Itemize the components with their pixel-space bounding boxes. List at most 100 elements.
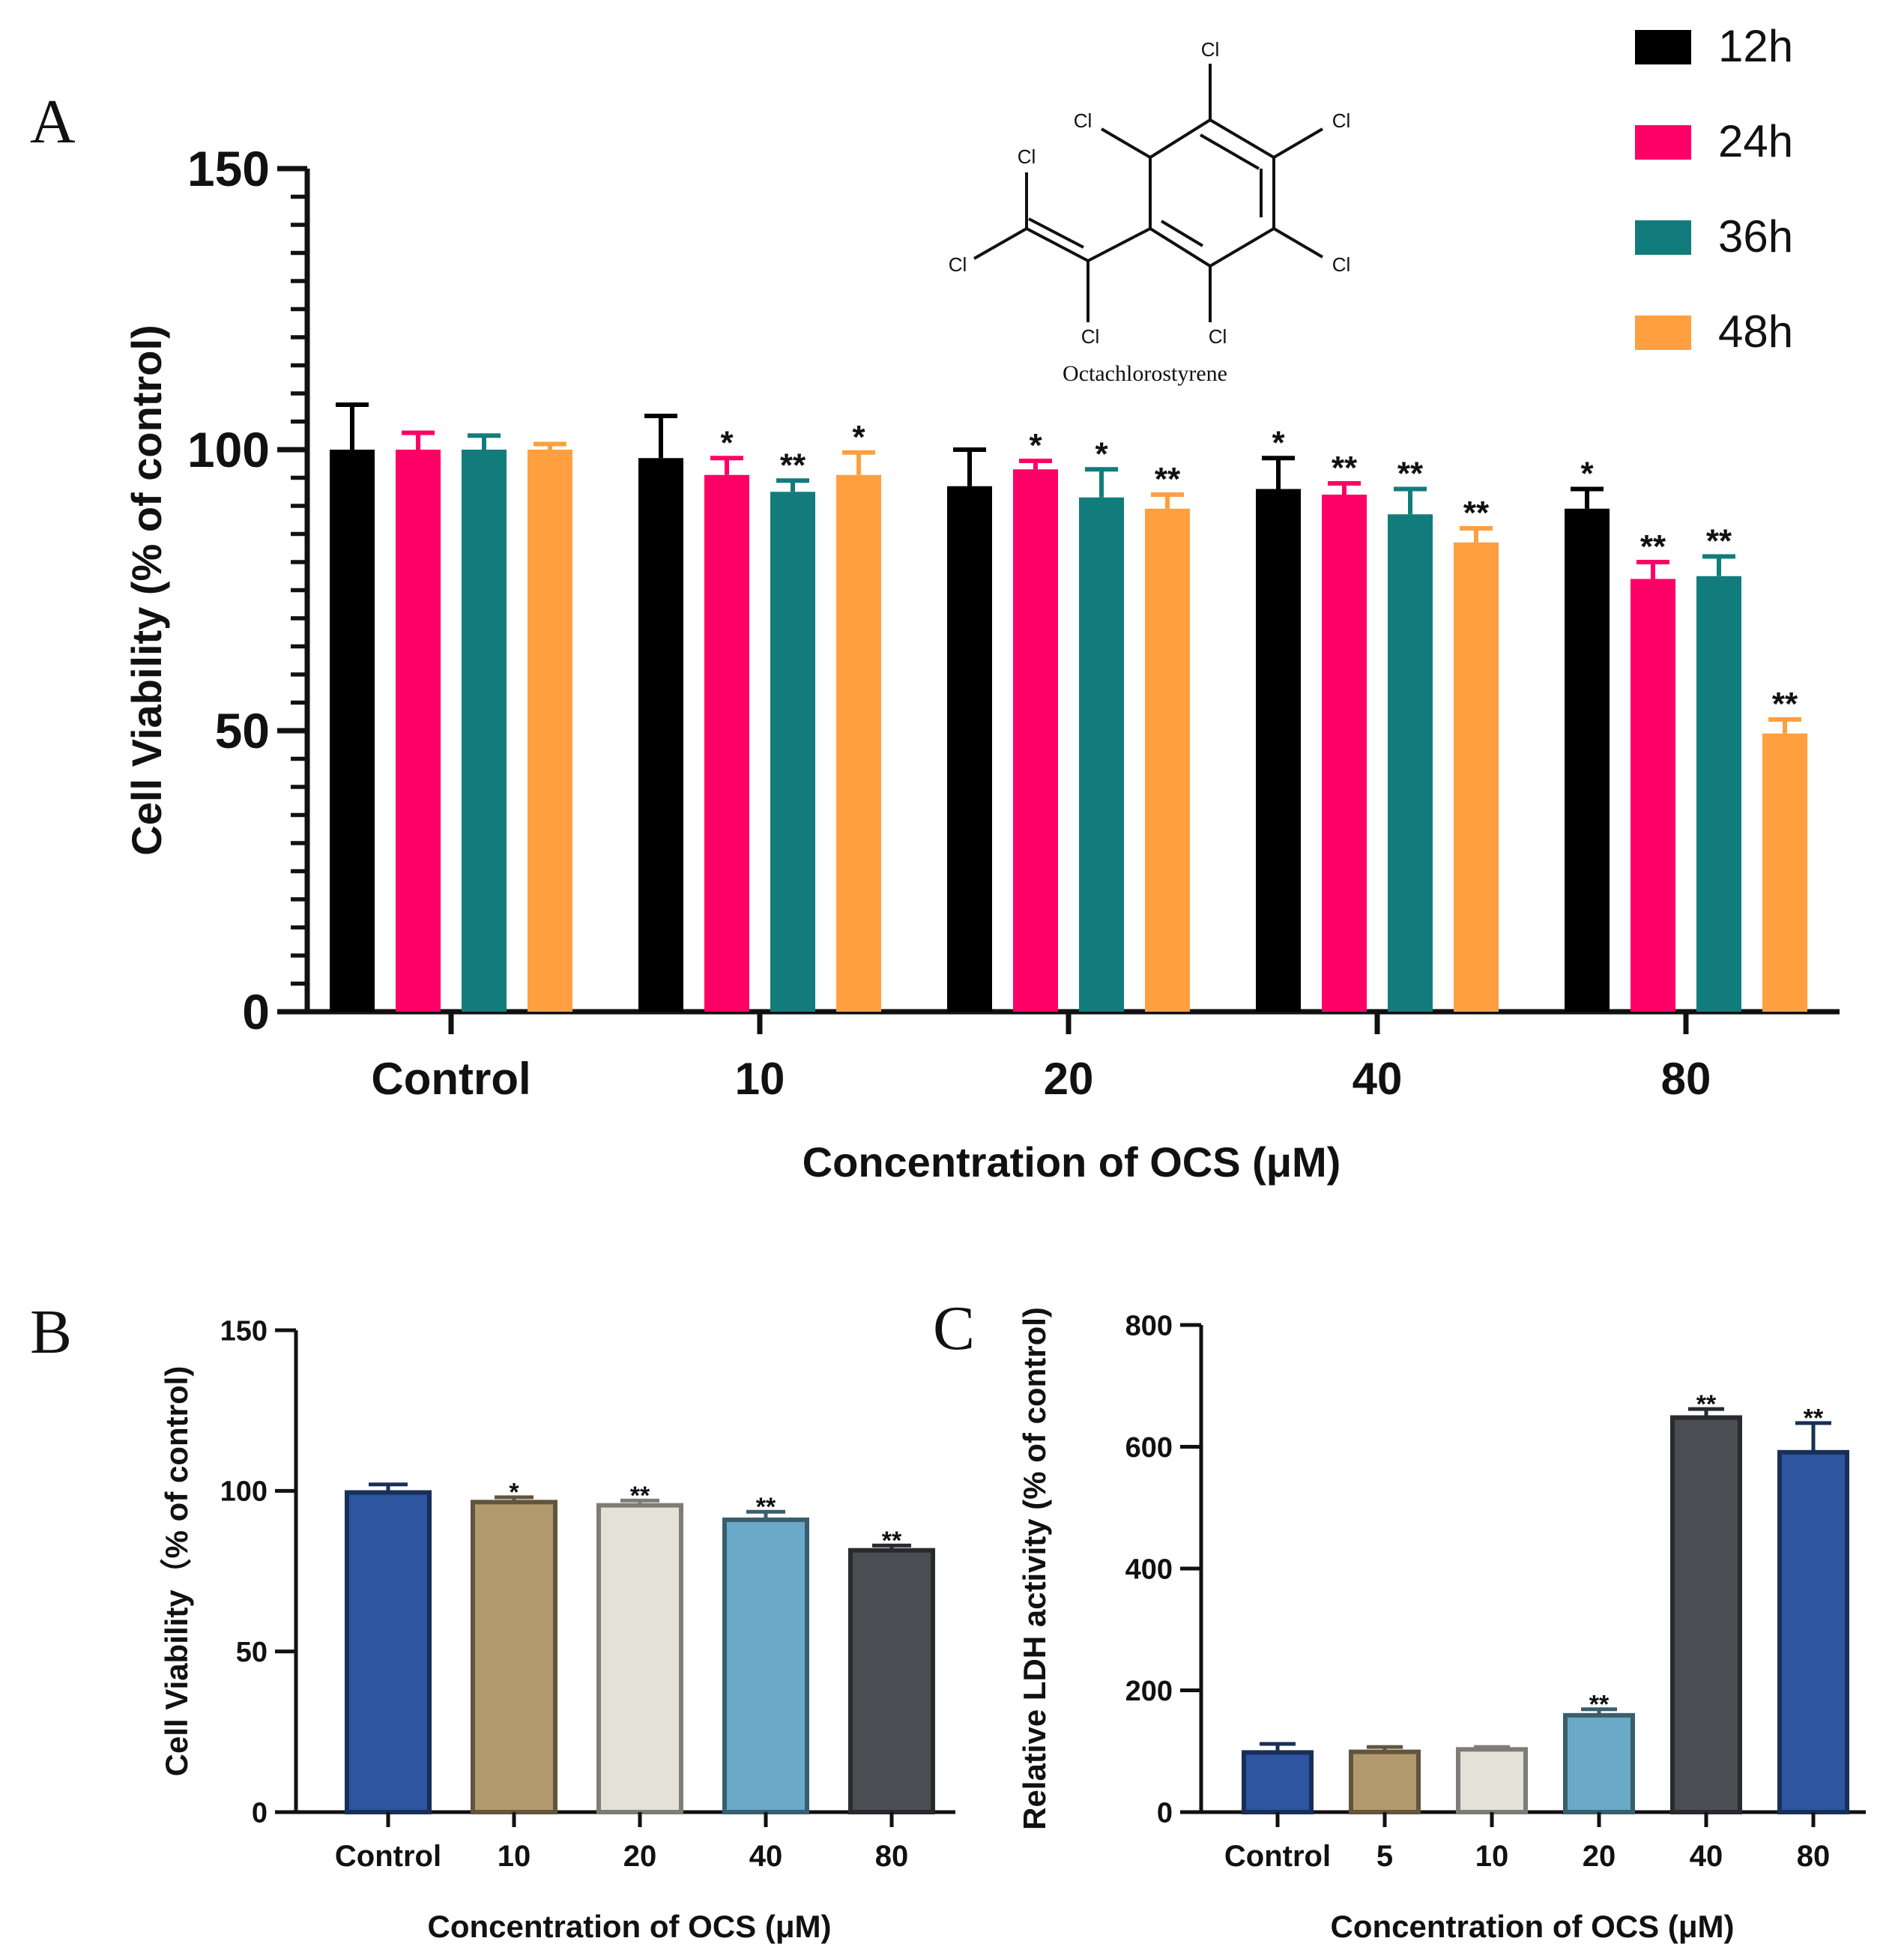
y-tick-label: 0: [242, 984, 270, 1039]
bar: [1322, 495, 1367, 1012]
chart-c: 0 200 400 600 800 Relative LDH activity (% of…: [1017, 1307, 1866, 1944]
y-tick-label: 600: [1125, 1432, 1173, 1464]
significance-label: **: [1804, 1404, 1824, 1433]
significance-label: *: [1272, 424, 1285, 461]
bar: [836, 474, 881, 1012]
legend-label: 12h: [1718, 21, 1793, 71]
x-tick-label: Control: [371, 1054, 531, 1104]
bar: [1079, 497, 1124, 1012]
bar: [1013, 469, 1058, 1012]
significance-label: **: [780, 447, 806, 483]
significance-label: *: [509, 1479, 519, 1507]
x-tick-label: 20: [1044, 1054, 1094, 1104]
panel-letter-c: C: [933, 1294, 975, 1363]
bar: [1631, 579, 1675, 1012]
ring-double-bond-3: [1160, 220, 1204, 247]
bar: [1242, 1750, 1314, 1814]
y-tick-label: 150: [187, 141, 270, 196]
legend-swatch: [1635, 30, 1691, 64]
vinyl-double-bond-a: [1026, 227, 1089, 262]
bar: [638, 458, 683, 1012]
atom-label-cl: Cl: [1332, 109, 1351, 132]
significance-label: **: [1463, 495, 1490, 531]
significance-label: **: [1772, 686, 1798, 722]
legend-label: 36h: [1718, 211, 1793, 262]
y-axis-title: Relative LDH activity (% of control): [1017, 1307, 1052, 1830]
bar: [596, 1503, 683, 1814]
bar: [1563, 1712, 1635, 1814]
significance-label: *: [1095, 435, 1108, 472]
bar: [848, 1548, 935, 1815]
bar: [471, 1500, 557, 1814]
chart-a: 0 50 100 150 Cell Viability (% of control) Co…: [123, 141, 1840, 1186]
bar: [1145, 508, 1190, 1012]
bar: [1456, 1747, 1528, 1814]
bar: [1349, 1749, 1421, 1814]
ring-double-bond-1: [1200, 133, 1260, 170]
atom-label-cl: Cl: [1209, 325, 1227, 348]
significance-label: **: [1397, 456, 1424, 492]
y-axis-title: Cell Viability（% of control): [159, 1366, 194, 1777]
x-tick-label: 10: [735, 1054, 785, 1104]
x-tick-label: 40: [1690, 1840, 1723, 1873]
bar: [722, 1517, 809, 1814]
significance-label: **: [1332, 450, 1358, 486]
atom-label-cl: Cl: [1074, 109, 1092, 132]
bar: [396, 450, 441, 1012]
x-axis-title: Concentration of OCS (μM): [1331, 1909, 1735, 1944]
legend-swatch: [1635, 125, 1691, 160]
y-tick-label: 200: [1125, 1676, 1173, 1707]
bar: [1256, 489, 1301, 1012]
y-tick-label: 400: [1125, 1554, 1173, 1585]
y-tick-label: 100: [187, 422, 270, 477]
x-tick-label: 20: [1583, 1840, 1616, 1873]
bar: [462, 450, 507, 1012]
y-tick-label: 150: [220, 1315, 268, 1347]
bar: [1670, 1415, 1742, 1814]
chart-b: 0 50 100 150 Cell Viability（% of control) Con…: [159, 1315, 955, 1944]
atom-label-cl: Cl: [1018, 145, 1036, 168]
significance-label: *: [720, 424, 734, 461]
x-tick-label: Control: [1224, 1840, 1331, 1873]
legend: 12h 24h 36h 48h: [1635, 21, 1793, 357]
significance-label: **: [756, 1493, 776, 1521]
vinyl-double-bond-b: [1028, 217, 1084, 249]
bar: [1565, 508, 1610, 1012]
atom-label-cl: Cl: [1081, 325, 1100, 348]
significance-label: **: [882, 1527, 902, 1555]
bond-cl-lower-right: [1272, 227, 1324, 259]
atom-label-cl: Cl: [1332, 253, 1351, 276]
y-axis-title: Cell Viability (% of control): [123, 325, 170, 855]
x-tick-label: 20: [623, 1840, 657, 1873]
y-tick-label: 100: [220, 1476, 268, 1508]
x-tick-label: 80: [1797, 1840, 1831, 1873]
x-tick-label: Control: [335, 1840, 441, 1873]
significance-label: *: [852, 419, 865, 456]
molecule-name: Octachlorostyrene: [1063, 361, 1227, 386]
bar: [770, 492, 815, 1012]
bar: [704, 474, 749, 1012]
significance-label: *: [1580, 456, 1594, 492]
y-tick-label: 50: [236, 1637, 268, 1668]
significance-label: *: [1029, 427, 1042, 464]
legend-label: 24h: [1718, 116, 1793, 166]
bar: [1696, 576, 1741, 1012]
significance-label: **: [1589, 1690, 1610, 1718]
x-tick-label: 10: [1475, 1840, 1509, 1873]
bond-terminal-cl-left: [973, 227, 1027, 260]
octachlorostyrene-structure: [973, 64, 1324, 322]
bond-cl-upper-left: [1100, 127, 1152, 159]
significance-label: **: [630, 1482, 650, 1510]
legend-swatch: [1635, 316, 1691, 350]
bar: [528, 450, 572, 1012]
x-axis-title: Concentration of OCS (μM): [803, 1138, 1341, 1186]
bond-ring-vinyl: [1087, 227, 1151, 262]
bond-cl-upper-right: [1272, 127, 1324, 159]
y-tick-label: 0: [252, 1797, 268, 1829]
significance-label: **: [1696, 1390, 1717, 1419]
bar: [1454, 542, 1499, 1012]
x-tick-label: 40: [1353, 1054, 1403, 1104]
x-tick-label: 5: [1376, 1840, 1393, 1873]
panel-letter-a: A: [30, 87, 76, 157]
